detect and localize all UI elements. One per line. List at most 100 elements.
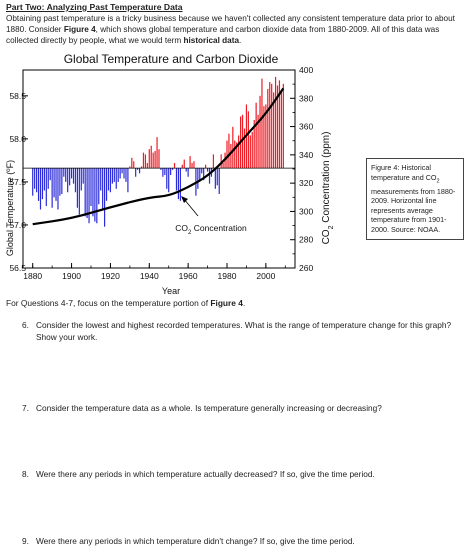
co2-annotation-arrowhead xyxy=(181,196,188,203)
temperature-bar-1978 xyxy=(222,162,224,169)
intro-paragraph: Obtaining past temperature is a tricky b… xyxy=(6,13,468,46)
temperature-bar-1904 xyxy=(78,168,80,215)
temperature-bar-1928 xyxy=(125,168,127,182)
temperature-bar-1998 xyxy=(261,78,263,169)
temperature-bar-1927 xyxy=(123,168,125,179)
temperature-bar-1962 xyxy=(191,162,193,169)
temperature-bar-1940 xyxy=(148,149,150,169)
question-9: 9. Were there any periods in which temper… xyxy=(22,536,454,548)
temperature-bar-1899 xyxy=(69,168,71,186)
temperature-bar-1995 xyxy=(255,102,257,169)
temperature-bar-1996 xyxy=(257,114,259,169)
temperature-bar-1930 xyxy=(129,166,131,169)
temperature-bar-1909 xyxy=(88,168,90,224)
temperature-bar-1894 xyxy=(59,168,61,196)
temperature-bar-1924 xyxy=(117,168,119,182)
temperature-bar-1891 xyxy=(53,168,55,198)
temperature-bar-1945 xyxy=(158,149,160,169)
temperature-bar-1941 xyxy=(150,145,152,169)
temperature-bar-1907 xyxy=(84,168,86,217)
temperature-bar-1882 xyxy=(36,168,38,193)
temperature-bar-1893 xyxy=(57,168,59,210)
x-tick-label-1900: 1900 xyxy=(62,271,81,281)
temperature-bar-1926 xyxy=(121,168,123,174)
temperature-bar-1923 xyxy=(115,168,117,189)
question-number: 7. xyxy=(22,403,29,413)
temperature-bar-1914 xyxy=(98,168,100,205)
temperature-bar-1994 xyxy=(253,119,255,169)
y-right-tick-label: 300 xyxy=(299,206,313,216)
x-tick-label-1960: 1960 xyxy=(179,271,198,281)
temperature-bar-2002 xyxy=(269,82,271,169)
question-6: 6. Consider the lowest and highest record… xyxy=(22,320,454,343)
temperature-bar-1881 xyxy=(34,168,36,189)
temperature-bar-1977 xyxy=(220,154,222,169)
temperature-bar-1889 xyxy=(49,168,51,181)
temperature-bar-2003 xyxy=(271,83,273,169)
x-tick-label-1880: 1880 xyxy=(23,271,42,281)
temperature-bar-1915 xyxy=(100,168,102,191)
temperature-bar-1918 xyxy=(105,168,108,201)
temperature-bar-1982 xyxy=(230,144,232,169)
temperature-bar-1902 xyxy=(74,168,77,193)
temperature-bar-1938 xyxy=(144,154,146,169)
y-left-tick-label: 57.5 xyxy=(9,177,26,187)
intro-text-3: . xyxy=(239,36,242,45)
temperature-bar-1952 xyxy=(172,168,174,170)
temperature-bar-1949 xyxy=(166,168,168,189)
temperature-bar-1953 xyxy=(173,162,176,169)
temperature-bar-1898 xyxy=(67,168,69,193)
question-text: Consider the temperature data as a whole… xyxy=(36,403,382,413)
temperature-bar-1961 xyxy=(189,156,191,169)
y-right-tick-label: 400 xyxy=(299,65,313,75)
temperature-bar-1886 xyxy=(43,168,45,191)
temperature-bar-1908 xyxy=(86,168,88,219)
co2-annotation-label: CO2 Concentration xyxy=(175,223,247,236)
temperature-bar-1935 xyxy=(138,168,141,174)
temperature-bar-1955 xyxy=(177,168,180,200)
temperature-bar-1971 xyxy=(208,168,211,184)
temperature-bar-1890 xyxy=(51,168,53,208)
temperature-bar-1959 xyxy=(185,168,187,172)
temperature-bar-1888 xyxy=(47,168,49,189)
temperature-bar-1965 xyxy=(197,168,199,189)
temperature-bar-1966 xyxy=(199,168,201,181)
temperature-bar-1974 xyxy=(214,168,216,189)
temperature-bar-1900 xyxy=(70,168,73,179)
y-right-tick-label: 260 xyxy=(299,263,313,273)
x-tick-label-1940: 1940 xyxy=(140,271,159,281)
temperature-bar-1911 xyxy=(92,168,94,217)
temperature-bar-2000 xyxy=(265,104,267,169)
temperature-bar-1948 xyxy=(164,168,166,176)
temperature-bar-1975 xyxy=(216,168,218,186)
temperature-bar-1936 xyxy=(140,166,143,169)
co2-annotation-arrow xyxy=(183,198,199,217)
chart-title: Global Temperature and Carbon Dioxide xyxy=(64,52,279,66)
temperature-bar-1957 xyxy=(181,164,183,169)
temperature-bar-1901 xyxy=(72,168,75,184)
temperature-bar-1986 xyxy=(238,135,240,169)
temperature-bar-1980 xyxy=(226,140,228,169)
temperature-bar-1934 xyxy=(137,168,139,170)
y-left-tick-label: 58.0 xyxy=(9,134,26,144)
temperature-bar-1989 xyxy=(243,128,246,169)
temperature-bar-1931 xyxy=(131,157,133,169)
temperature-bar-1933 xyxy=(135,168,137,177)
y-left-tick-label: 57.0 xyxy=(9,220,26,230)
temperature-bar-1951 xyxy=(170,168,172,176)
temperature-bar-1929 xyxy=(127,168,129,193)
temperature-bar-1968 xyxy=(203,168,205,181)
temperature-bar-1963 xyxy=(193,161,195,169)
temperature-bar-1947 xyxy=(162,168,164,177)
temperature-bar-1913 xyxy=(96,168,98,224)
question-8: 8. Were there any periods in which temper… xyxy=(22,469,454,481)
temperature-bar-1887 xyxy=(45,168,47,207)
temperature-bar-1988 xyxy=(241,114,244,169)
y-right-tick-label: 340 xyxy=(299,150,313,160)
temperature-bar-1917 xyxy=(104,168,106,227)
temperature-bar-1942 xyxy=(152,152,154,169)
temperature-bar-1960 xyxy=(187,168,189,177)
temperature-bar-1920 xyxy=(109,168,112,193)
temperature-bar-1912 xyxy=(94,168,96,222)
question-number: 8. xyxy=(22,469,29,479)
